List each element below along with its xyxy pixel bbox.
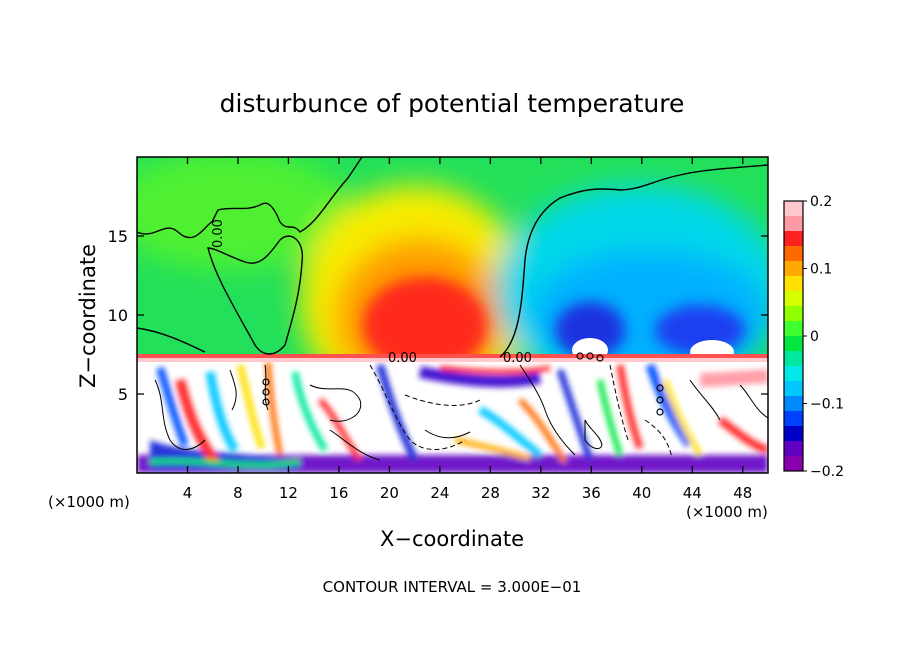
x-tick-label: 8 [233,484,243,502]
contour-interval-note: CONTOUR INTERVAL = 3.000E−01 [323,578,582,596]
x-tick-label: 48 [733,484,752,502]
y-tick-label: 15 [108,227,128,246]
colorbar-tick-label: −0.2 [810,464,844,480]
contour-lines-lower [154,364,768,461]
lower-layer-streaks [137,361,768,473]
field-shading [137,157,768,473]
x-tick-label: 16 [329,484,348,502]
contour-label: 0.00 [503,351,532,366]
x-tick-label: 36 [582,484,601,502]
chart-title: disturbunce of potential temperature [220,89,685,118]
x-tick-label: 24 [430,484,449,502]
colorbar-ticks: 0.2 0.1 0 −0.1 −0.2 [803,194,844,480]
interface-band [137,354,768,360]
zero-contour-lower-left [137,327,206,353]
y-tick-label: 5 [118,385,128,404]
colorbar-swatch [784,231,803,247]
x-unit-label-right: (×1000 m) [686,503,768,521]
warm-core-red [363,277,487,373]
x-tick-label: 4 [183,484,193,502]
y-axis-ticks: 5 10 15 [108,227,768,404]
colorbar-swatch [784,366,803,382]
x-tick-label: 32 [531,484,550,502]
x-tick-label: 20 [380,484,399,502]
x-tick-label: 12 [279,484,298,502]
upper-left-light-green [137,157,350,270]
y-tick-label: 10 [108,306,128,325]
colorbar-swatch [784,201,803,217]
colorbar-swatch [784,276,803,292]
x-tick-label: 40 [632,484,651,502]
colorbar-tick-label: −0.1 [810,397,844,413]
zero-contour-inner-loop [207,235,304,355]
x-axis-ticks: 4 8 12 16 20 24 28 32 36 40 44 48 [183,157,752,502]
colorbar-swatch [784,246,803,262]
colorbar-swatch [784,291,803,307]
cold-core-left-blue [555,302,625,358]
colorbar-tick-label: 0.1 [810,262,832,278]
colorbar-swatch [784,411,803,427]
contour-label: 0.00 [388,351,417,366]
colorbar-swatch [784,306,803,322]
colorbar-swatch [784,456,803,472]
contour-lines [137,157,768,358]
zero-contour-left [137,157,363,239]
colorbar-swatch [784,381,803,397]
x-axis-title: X−coordinate [380,527,524,551]
colorbar-swatch [784,216,803,232]
colorbar-swatch [784,321,803,337]
colorbar-swatch [784,336,803,352]
colorbar [783,200,804,472]
x-unit-label-left: (×1000 m) [48,493,130,511]
contour-circles [262,352,664,416]
colorbar-swatch [784,441,803,457]
colorbar-swatch [784,351,803,367]
colorbar-tick-label: 0.2 [810,194,832,210]
colorbar-swatch [784,261,803,277]
x-tick-label: 28 [481,484,500,502]
colorbar-swatch [784,396,803,412]
x-tick-label: 44 [683,484,702,502]
zero-contour-right [499,164,768,358]
contour-label: 0.00 [211,219,226,248]
colorbar-swatch [784,426,803,442]
y-axis-title: Z−coordinate [76,244,100,388]
colorbar-tick-label: 0 [810,329,819,345]
